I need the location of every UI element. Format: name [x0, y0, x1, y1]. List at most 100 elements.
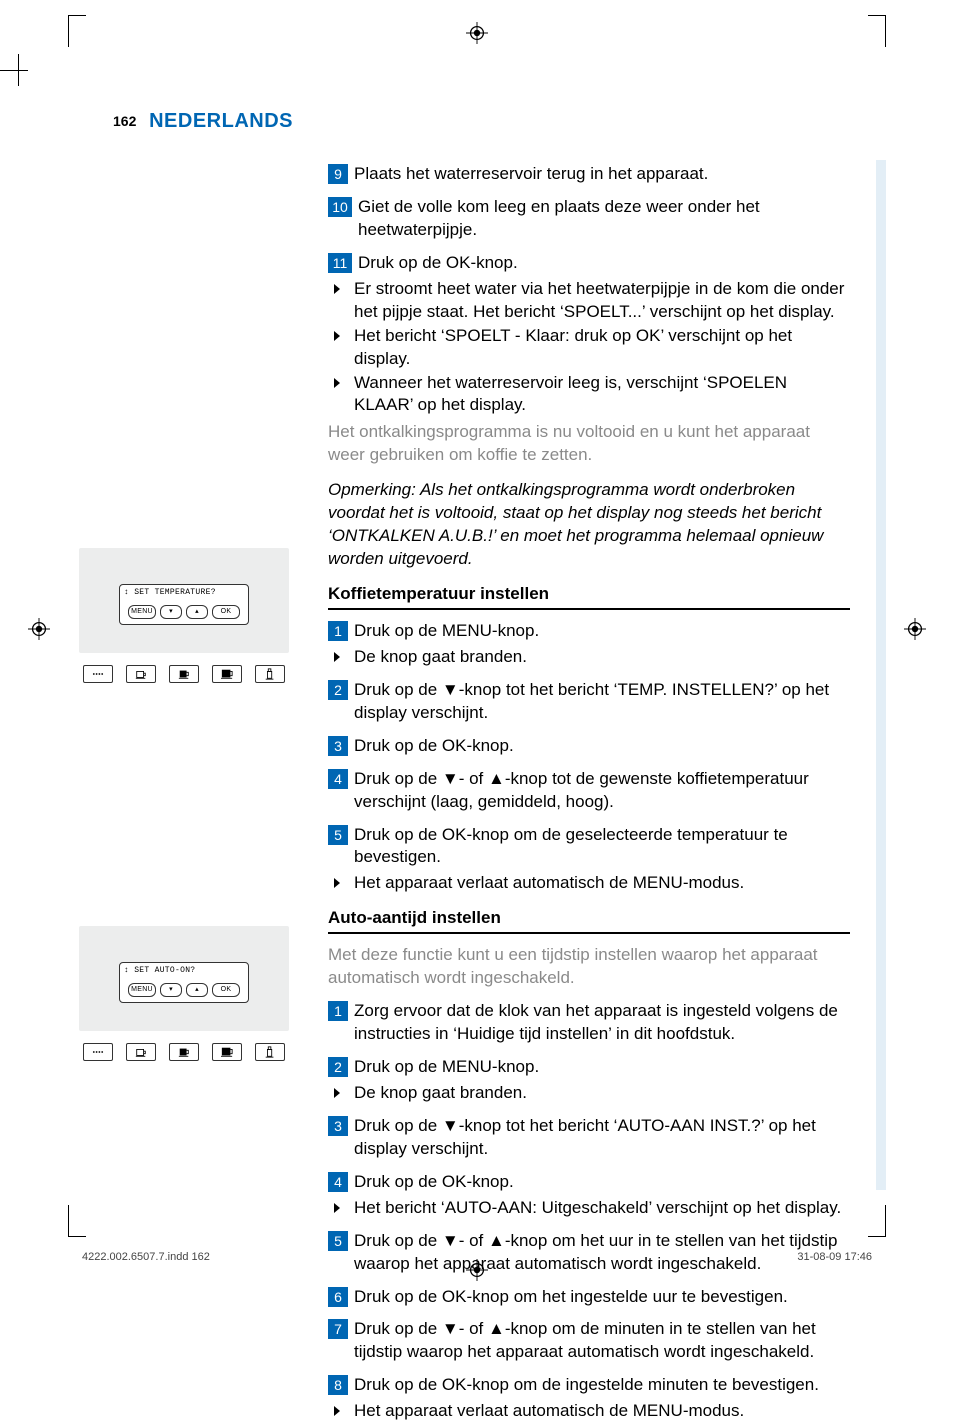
up-button-icon: ▴ — [186, 983, 208, 997]
crop-mark — [68, 15, 86, 47]
step-number: 7 — [328, 1319, 348, 1339]
step-1: 1 Zorg ervoor dat de klok van het apparaa… — [328, 1000, 850, 1046]
bullet-item: Het bericht ‘AUTO-AAN: Uitgeschakeld’ ve… — [328, 1197, 850, 1220]
step-text: Druk op de OK-knop om de geselecteerde t… — [354, 825, 788, 867]
bullet-text: De knop gaat branden. — [354, 1083, 527, 1102]
section-heading: Koffietemperatuur instellen — [328, 583, 850, 610]
bullet-text: Het apparaat verlaat automatisch de MENU… — [354, 1401, 744, 1420]
down-button-icon: ▾ — [160, 983, 182, 997]
footer: 4222.002.6507.7.indd 162 31-08-09 17:46 — [82, 1250, 872, 1265]
step-1: 1 Druk op de MENU-knop. — [328, 620, 850, 643]
step-10: 10 Giet de volle kom leeg en plaats deze … — [328, 196, 850, 242]
note-text: Het ontkalkingsprogramma is nu voltooid … — [328, 421, 850, 467]
menu-button-icon: MENU — [128, 605, 156, 619]
step-text: Druk op de OK-knop. — [354, 736, 514, 755]
step-text: Druk op de OK-knop. — [358, 253, 518, 272]
lcd-text: ↕ SET TEMPERATURE? — [124, 588, 244, 599]
section-heading: Auto-aantijd instellen — [328, 907, 850, 934]
section-lead: Met deze functie kunt u een tijdstip ins… — [328, 944, 850, 990]
step-9: 9 Plaats het waterreservoir terug in het … — [328, 163, 850, 186]
tab-indicator — [876, 160, 886, 1190]
lcd-text: ↕ SET AUTO-ON? — [124, 966, 244, 977]
step-2: 2 Druk op de MENU-knop. — [328, 1056, 850, 1079]
step-text: Druk op de ▼-knop tot het bericht ‘TEMP.… — [354, 680, 829, 722]
down-button-icon: ▾ — [160, 605, 182, 619]
bullet-item: Er stroomt heet water via het heetwaterp… — [328, 278, 850, 324]
step-number: 9 — [328, 164, 348, 184]
step-number: 1 — [328, 1001, 348, 1021]
bullet-text: Het bericht ‘SPOELT - Klaar: druk op OK’… — [354, 326, 792, 368]
step-7: 7 Druk op de ▼- of ▲-knop om de minuten i… — [328, 1318, 850, 1364]
bullet-item: Het bericht ‘SPOELT - Klaar: druk op OK’… — [328, 325, 850, 371]
bullet-text: Het bericht ‘AUTO-AAN: Uitgeschakeld’ ve… — [354, 1198, 841, 1217]
crop-mark — [18, 54, 19, 86]
step-4: 4 Druk op de ▼- of ▲-knop tot de gewenste… — [328, 768, 850, 814]
bullet-item: De knop gaat branden. — [328, 1082, 850, 1105]
step-3: 3 Druk op de ▼-knop tot het bericht ‘AUTO… — [328, 1115, 850, 1161]
up-button-icon: ▴ — [186, 605, 208, 619]
cup-large-icon — [212, 665, 242, 683]
drops-icon — [83, 665, 113, 683]
bullet-text: Wanneer het waterreservoir leeg is, vers… — [354, 373, 787, 415]
registration-mark-icon — [28, 618, 50, 640]
bullet-item: Het apparaat verlaat automatisch de MENU… — [328, 872, 850, 895]
cup-medium-icon — [169, 665, 199, 683]
bullet-item: De knop gaat branden. — [328, 646, 850, 669]
step-number: 11 — [328, 253, 352, 273]
illustration-temperature: ↕ SET TEMPERATURE? MENU ▾ ▴ OK — [79, 548, 289, 683]
crop-mark — [868, 1205, 886, 1237]
cup-small-icon — [126, 1043, 156, 1061]
remark-text: Opmerking: Als het ontkalkingsprogramma … — [328, 479, 850, 571]
bullet-item: Het apparaat verlaat automatisch de MENU… — [328, 1400, 850, 1423]
crop-mark — [868, 15, 886, 47]
drops-icon — [83, 1043, 113, 1061]
step-text: Zorg ervoor dat de klok van het apparaat… — [354, 1001, 838, 1043]
step-number: 3 — [328, 736, 348, 756]
step-number: 1 — [328, 621, 348, 641]
registration-mark-icon — [466, 22, 488, 44]
step-text: Druk op de OK-knop. — [354, 1172, 514, 1191]
footer-timestamp: 31-08-09 17:46 — [797, 1250, 872, 1265]
bullet-text: De knop gaat branden. — [354, 647, 527, 666]
lcd-display: ↕ SET AUTO-ON? MENU ▾ ▴ OK — [119, 962, 249, 1003]
step-number: 3 — [328, 1116, 348, 1136]
step-text: Druk op de OK-knop om het ingestelde uur… — [354, 1287, 788, 1306]
step-number: 4 — [328, 1172, 348, 1192]
step-8: 8 Druk op de OK-knop om de ingestelde min… — [328, 1374, 850, 1397]
bullet-text: Er stroomt heet water via het heetwaterp… — [354, 279, 844, 321]
jug-icon — [255, 1043, 285, 1061]
jug-icon — [255, 665, 285, 683]
step-text: Giet de volle kom leeg en plaats deze we… — [358, 197, 760, 239]
registration-mark-icon — [904, 618, 926, 640]
step-number: 4 — [328, 769, 348, 789]
footer-filename: 4222.002.6507.7.indd 162 — [82, 1251, 210, 1263]
step-number: 2 — [328, 1057, 348, 1077]
step-text: Druk op de MENU-knop. — [354, 1057, 539, 1076]
step-4: 4 Druk op de OK-knop. — [328, 1171, 850, 1194]
step-text: Druk op de MENU-knop. — [354, 621, 539, 640]
step-text: Druk op de ▼- of ▲-knop tot de gewenste … — [354, 769, 809, 811]
cup-large-icon — [212, 1043, 242, 1061]
bullet-text: Het apparaat verlaat automatisch de MENU… — [354, 873, 744, 892]
illustration-auto-on: ↕ SET AUTO-ON? MENU ▾ ▴ OK — [79, 926, 289, 1061]
step-text: Druk op de OK-knop om de ingestelde minu… — [354, 1375, 819, 1394]
step-2: 2 Druk op de ▼-knop tot het bericht ‘TEMP… — [328, 679, 850, 725]
menu-button-icon: MENU — [128, 983, 156, 997]
step-text: Druk op de ▼-knop tot het bericht ‘AUTO-… — [354, 1116, 816, 1158]
ok-button-icon: OK — [212, 983, 240, 997]
step-5: 5 Druk op de OK-knop om de geselecteerde … — [328, 824, 850, 870]
crop-mark — [0, 70, 28, 71]
crop-mark — [68, 1205, 86, 1237]
step-text: Plaats het waterreservoir terug in het a… — [354, 164, 708, 183]
step-3: 3 Druk op de OK-knop. — [328, 735, 850, 758]
step-text: Druk op de ▼- of ▲-knop om de minuten in… — [354, 1319, 816, 1361]
step-number: 5 — [328, 1231, 348, 1251]
step-number: 2 — [328, 680, 348, 700]
lcd-display: ↕ SET TEMPERATURE? MENU ▾ ▴ OK — [119, 584, 249, 625]
step-number: 5 — [328, 825, 348, 845]
step-number: 10 — [328, 197, 352, 217]
language-title: NEDERLANDS — [149, 110, 293, 132]
page-header: 162 NEDERLANDS — [113, 108, 293, 135]
cup-medium-icon — [169, 1043, 199, 1061]
step-number: 8 — [328, 1375, 348, 1395]
